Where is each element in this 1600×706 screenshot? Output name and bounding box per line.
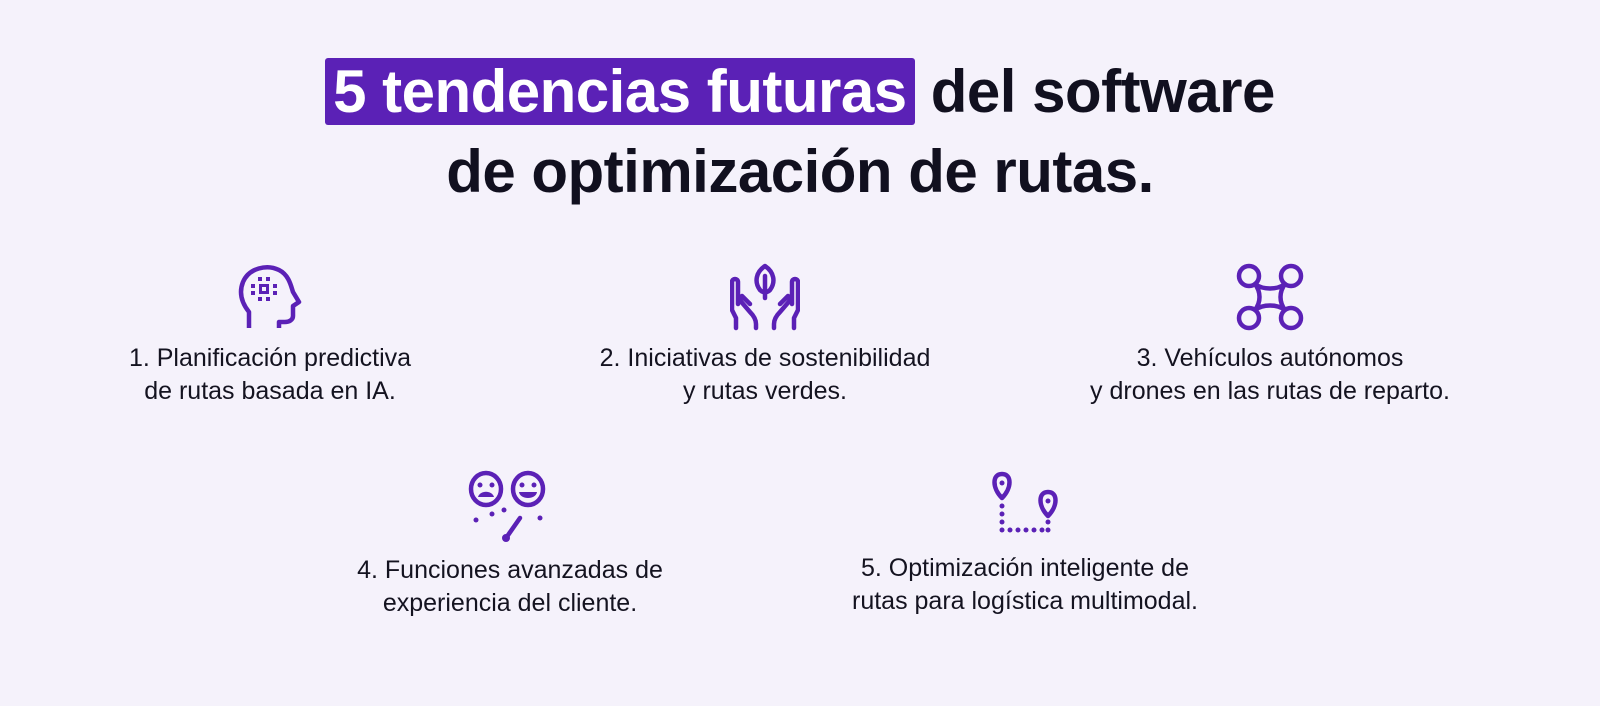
title-line2: de optimización de rutas. [446,138,1154,205]
trend-subtitle: y drones en las rutas de reparto. [1090,377,1450,405]
trend-item-4: 4. Funciones avanzadas de experiencia del… [270,470,750,620]
trend-item-5: 5. Optimización inteligente de rutas para… [785,470,1265,618]
trend-subtitle: experiencia del cliente. [382,589,638,617]
trend-item-1: 1. Planificación predictiva de rutas basa… [30,262,510,408]
title-highlight: 5 tendencias futuras [325,58,915,125]
customer-feedback-icon [468,470,546,542]
hands-leaf-icon [730,263,800,331]
trend-item-2: 2. Iniciativas de sostenibilidad y rutas … [525,262,1005,408]
trend-title: 4. Funciones avanzadas de [357,556,663,584]
page-title: 5 tendencias futuras del software de opt… [0,52,1600,212]
trend-subtitle: y rutas verdes. [683,377,847,405]
trend-subtitle: rutas para logística multimodal. [852,587,1198,615]
trend-title: 1. Planificación predictiva [128,344,412,372]
drone-icon [1236,263,1304,331]
multimodal-route-icon [992,471,1058,533]
trend-subtitle: de rutas basada en IA. [144,377,396,405]
trend-title: 3. Vehículos autónomos [1136,344,1404,372]
title-line1-rest: del software [914,58,1276,125]
trend-item-3: 3. Vehículos autónomos y drones en las ru… [1030,262,1510,408]
trend-title: 2. Iniciativas de sostenibilidad [599,344,931,372]
trend-title: 5. Optimización inteligente de [861,554,1189,582]
ai-head-icon [238,265,302,328]
